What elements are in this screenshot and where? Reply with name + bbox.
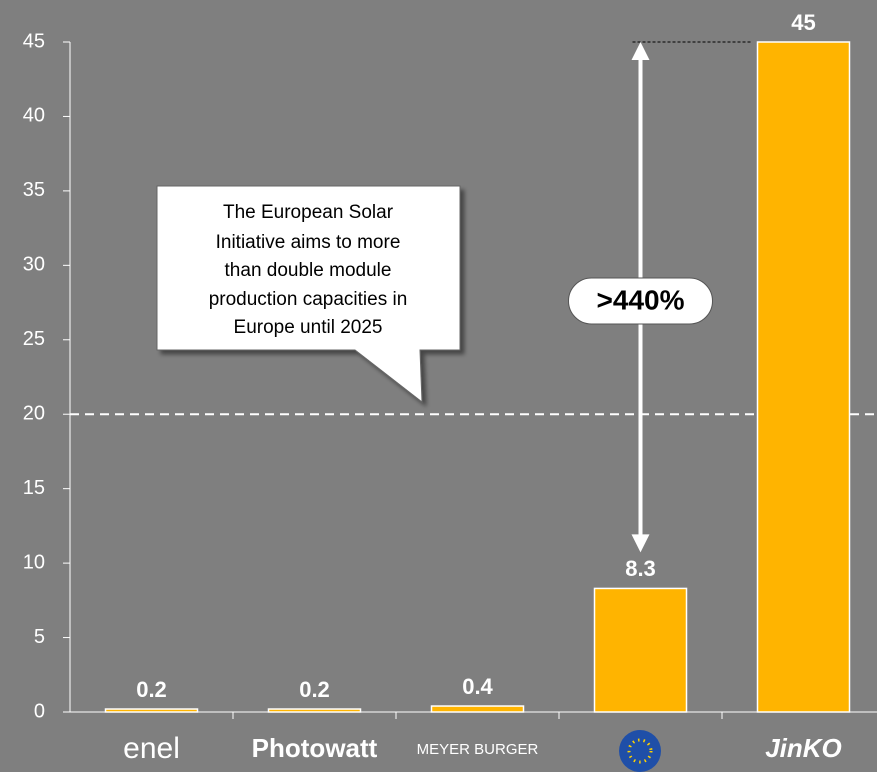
- arrow-label: >440%: [597, 284, 685, 315]
- bar: [756, 41, 851, 713]
- annotation: The European Solar: [223, 202, 394, 223]
- y-tick-label: 0: [34, 700, 45, 722]
- annotation: Initiative aims to more: [216, 232, 401, 253]
- y-tick-label: 25: [23, 328, 45, 350]
- arrow-head: [631, 42, 650, 60]
- x-tick-label: enel: [123, 732, 180, 765]
- y-tick-label: 35: [23, 179, 45, 201]
- y-tick-label: 5: [34, 626, 45, 648]
- annotation: production capacities in: [209, 289, 408, 310]
- value-label: 0.2: [299, 677, 330, 702]
- value-label: 0.4: [462, 674, 493, 699]
- x-tick-label: JinKO: [765, 733, 842, 763]
- x-tick-label: MEYER BURGER: [417, 741, 539, 758]
- value-label: 0.2: [136, 677, 167, 702]
- x-tick-label: Photowatt: [252, 733, 378, 763]
- y-tick-label: 10: [23, 551, 45, 573]
- y-tick-label: 15: [23, 477, 45, 499]
- callout: [156, 185, 461, 404]
- value-label: 8.3: [625, 556, 656, 581]
- y-tick-label: 40: [23, 105, 45, 127]
- y-tick-label: 30: [23, 254, 45, 276]
- annotation: Europe until 2025: [234, 317, 383, 338]
- arrow-head: [631, 534, 650, 553]
- bar: [593, 587, 688, 713]
- arrow-label-pill: [568, 277, 713, 325]
- eu-flag-logo: [619, 730, 661, 772]
- annotation: than double module: [225, 260, 392, 281]
- bar: [430, 705, 525, 713]
- bar: [104, 708, 199, 713]
- value-label: 45: [791, 10, 815, 35]
- y-tick-label: 20: [23, 403, 45, 425]
- bar: [267, 708, 362, 713]
- y-tick-label: 45: [23, 30, 45, 52]
